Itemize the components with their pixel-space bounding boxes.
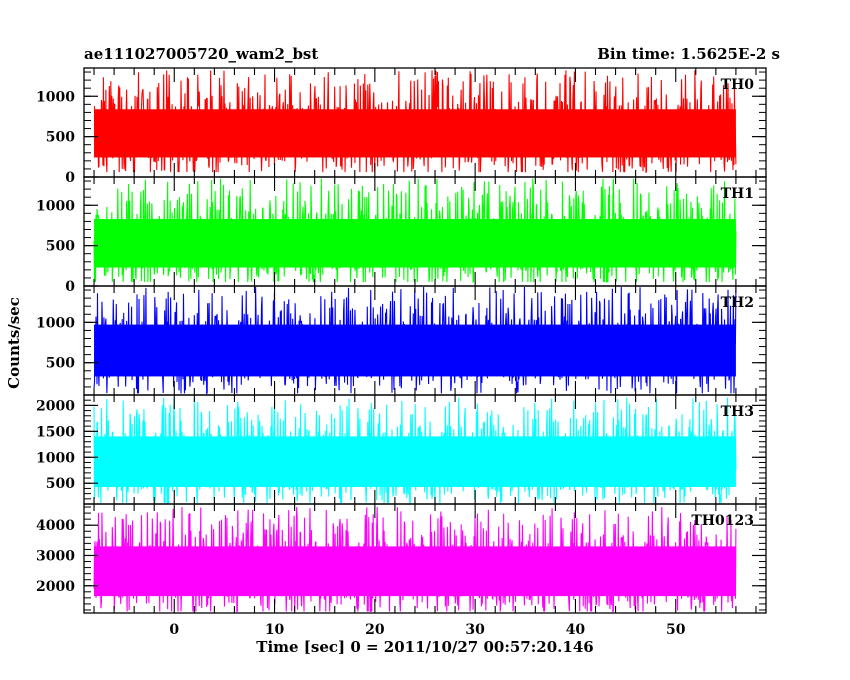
- y-tick-label-th0123-2000: 2000: [36, 579, 75, 595]
- y-tick-label-th3-1500: 1500: [36, 424, 75, 440]
- y-tick-label-th1-0: 0: [65, 279, 75, 295]
- series-line-th0123: [93, 507, 737, 613]
- y-tick-label-th2-1000: 1000: [36, 315, 75, 331]
- series-line-th2: [93, 286, 737, 395]
- series-line-th1: [93, 178, 737, 283]
- bin-time-label: Bin time: 1.5625E-2 s: [597, 45, 780, 63]
- x-tick-label-0: 0: [169, 622, 179, 638]
- y-tick-label-th1-500: 500: [46, 239, 75, 255]
- y-tick-label-th3-2000: 2000: [36, 398, 75, 414]
- y-tick-label-th1-1000: 1000: [36, 198, 75, 214]
- y-tick-label-th0123-4000: 4000: [36, 518, 75, 534]
- y-tick-label-th3-1000: 1000: [36, 450, 75, 466]
- series-line-th0: [93, 70, 737, 174]
- x-tick-label-50: 50: [666, 622, 686, 638]
- panel-frame-th0123: [83, 503, 767, 614]
- panel-label-th0123: TH0123: [691, 513, 754, 529]
- x-tick-label-40: 40: [566, 622, 586, 638]
- panel-label-th0: TH0: [721, 77, 755, 93]
- y-tick-label-th0-0: 0: [65, 170, 75, 186]
- y-tick-label-th2-500: 500: [46, 356, 75, 372]
- panel-label-th2: TH2: [721, 295, 754, 311]
- x-tick-label-10: 10: [265, 622, 285, 638]
- y-tick-label-th0-1000: 1000: [36, 89, 75, 105]
- y-axis-label: Counts/sec: [5, 297, 23, 389]
- x-axis-label: Time [sec] 0 = 2011/10/27 00:57:20.146: [256, 638, 594, 656]
- chart-title: ae111027005720_wam2_bst: [84, 45, 319, 63]
- x-tick-label-30: 30: [465, 622, 485, 638]
- y-tick-label-th3-500: 500: [46, 476, 75, 492]
- panel-label-th3: TH3: [721, 404, 754, 420]
- panel-label-th1: TH1: [721, 186, 754, 202]
- x-tick-label-20: 20: [365, 622, 385, 638]
- series-line-th3: [93, 397, 737, 505]
- y-tick-label-th0-500: 500: [46, 130, 75, 146]
- y-tick-label-th0123-3000: 3000: [36, 548, 75, 564]
